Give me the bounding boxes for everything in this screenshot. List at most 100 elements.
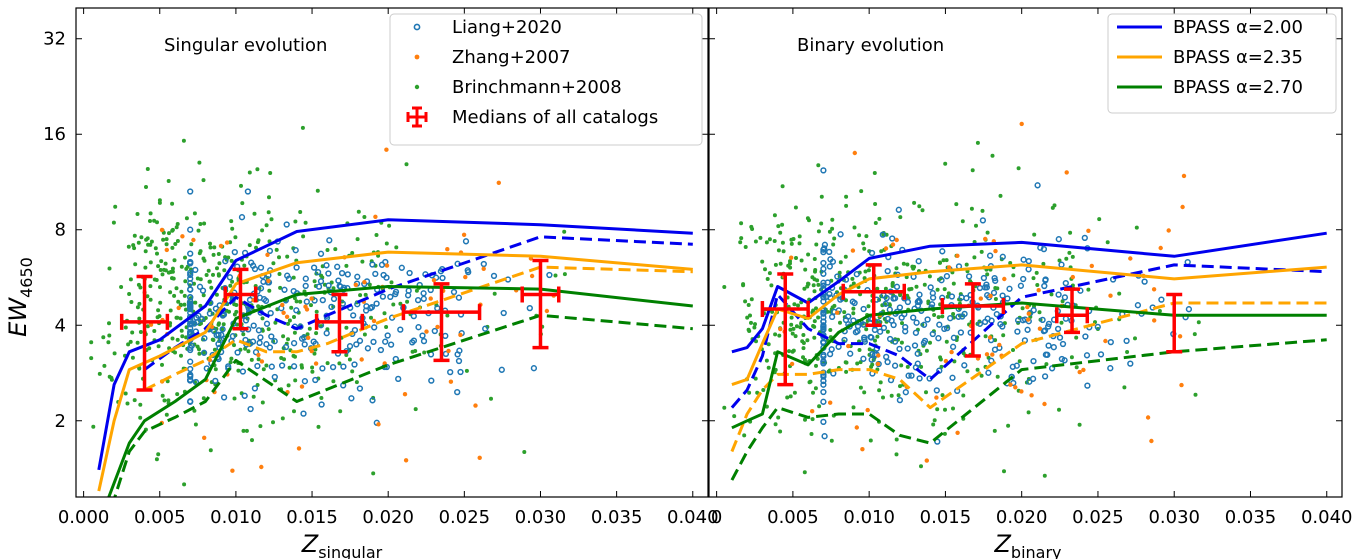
brinchmann-point	[255, 167, 260, 172]
brinchmann-point	[816, 315, 821, 320]
dashed-model-line	[143, 265, 693, 392]
brinchmann-point	[291, 353, 296, 358]
brinchmann-point	[746, 303, 751, 307]
zhang-point	[1145, 415, 1151, 420]
zhang-point	[1152, 318, 1157, 323]
brinchmann-point	[1086, 287, 1091, 292]
brinchmann-point	[170, 266, 175, 271]
brinchmann-point	[1016, 166, 1021, 171]
zhang-point	[983, 236, 988, 242]
x-tick-label: 0.040	[1301, 507, 1353, 528]
brinchmann-point	[215, 266, 219, 271]
brinchmann-point	[310, 369, 315, 374]
liang-point	[891, 295, 899, 302]
liang-point	[442, 332, 449, 340]
brinchmann-point	[954, 202, 959, 207]
liang-point	[431, 327, 438, 335]
brinchmann-point	[778, 230, 783, 235]
liang-point	[820, 323, 827, 331]
brinchmann-point	[144, 185, 148, 189]
liang-point	[200, 349, 208, 356]
liang-point	[250, 322, 257, 329]
zhang-point	[1177, 334, 1183, 339]
liang-point	[976, 320, 984, 327]
liang-point	[980, 274, 988, 282]
liang-point	[828, 313, 836, 321]
liang-point	[330, 295, 338, 303]
brinchmann-point	[811, 324, 816, 328]
brinchmann-point	[182, 482, 187, 487]
brinchmann-point	[286, 337, 290, 342]
liang-point	[187, 377, 194, 384]
brinchmann-point	[280, 416, 285, 421]
legend-box	[1107, 13, 1337, 114]
brinchmann-point	[139, 235, 144, 240]
brinchmann-point	[204, 273, 209, 277]
liang-point	[1059, 340, 1067, 348]
brinchmann-point	[1006, 423, 1011, 428]
brinchmann-point	[158, 268, 163, 272]
liang-point	[860, 355, 867, 362]
brinchmann-point	[156, 452, 161, 457]
zhang-point	[1180, 204, 1185, 210]
brinchmann-point	[269, 217, 274, 222]
brinchmann-point	[138, 330, 143, 334]
zhang-point	[1081, 367, 1086, 373]
median-marker	[841, 263, 906, 328]
brinchmann-point	[135, 340, 140, 345]
liang-point	[231, 248, 238, 256]
brinchmann-point	[1125, 350, 1130, 354]
x-tick-label: 0.025	[1072, 507, 1124, 528]
liang-point	[293, 264, 300, 271]
x-tick-label: 0.020	[362, 507, 414, 528]
brinchmann-point	[362, 332, 367, 337]
brinchmann-point	[851, 311, 856, 316]
brinchmann-point	[125, 401, 130, 406]
liang-point	[371, 324, 378, 331]
brinchmann-point	[894, 452, 899, 457]
liang-point	[820, 381, 827, 388]
liang-point	[292, 247, 299, 254]
liang-point	[835, 343, 842, 350]
brinchmann-point	[167, 231, 171, 236]
median-marker	[314, 292, 365, 354]
brinchmann-point	[243, 346, 248, 351]
zhang-point	[1042, 401, 1047, 407]
liang-point	[1083, 352, 1091, 359]
liang-point	[1045, 342, 1052, 349]
brinchmann-point	[1031, 276, 1036, 281]
liang-point	[947, 315, 954, 322]
brinchmann-point	[764, 358, 769, 363]
zhang-point	[463, 274, 468, 280]
brinchmann-point	[830, 217, 835, 222]
x-axis-label-left: Zsingular	[301, 530, 383, 559]
liang-point	[992, 277, 999, 284]
median-marker	[1055, 287, 1090, 335]
liang-point	[1062, 279, 1069, 287]
brinchmann-point	[805, 284, 810, 289]
brinchmann-point	[940, 393, 945, 398]
brinchmann-point	[951, 312, 956, 316]
liang-point	[187, 365, 194, 373]
liang-point	[312, 376, 319, 384]
brinchmann-point	[562, 272, 567, 277]
liang-point	[1094, 323, 1101, 331]
brinchmann-point	[172, 293, 177, 298]
brinchmann-point	[300, 125, 305, 130]
zhang-point	[1029, 393, 1034, 398]
liang-point	[837, 231, 844, 238]
liang-point	[419, 332, 426, 339]
liang-point	[387, 293, 394, 301]
zhang-point	[987, 335, 993, 340]
zhang-point	[883, 246, 889, 251]
liang-point	[985, 369, 992, 376]
brinchmann-point	[772, 213, 777, 218]
liang-point	[898, 314, 905, 321]
liang-point	[1158, 296, 1165, 303]
liang-point	[820, 293, 827, 300]
brinchmann-point	[896, 393, 901, 398]
legend-marker-medians	[406, 106, 428, 128]
zhang-point	[218, 243, 224, 249]
brinchmann-point	[239, 183, 243, 188]
brinchmann-point	[155, 251, 159, 256]
